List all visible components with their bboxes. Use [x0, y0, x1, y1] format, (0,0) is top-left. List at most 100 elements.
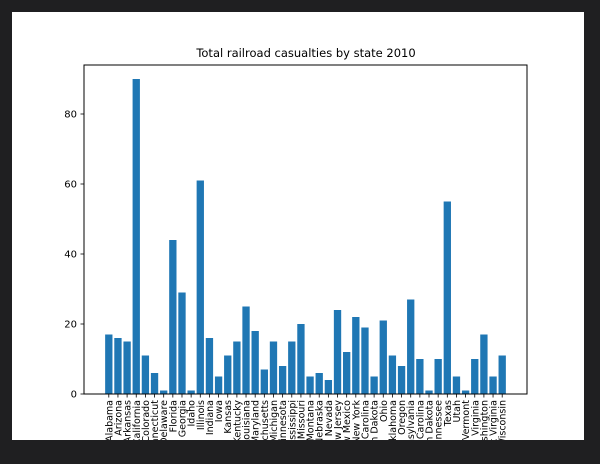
x-axis: AlabamaArizonaArkansasCaliforniaColorado… [104, 394, 509, 440]
x-tick-label: Missouri [296, 400, 307, 439]
bar-nebraska [315, 373, 323, 394]
x-tick-label: Arizona [113, 400, 124, 436]
bar-oklahoma [388, 355, 397, 394]
x-tick-label: West Virginia [489, 400, 500, 440]
x-tick-label: Utah [452, 400, 463, 423]
y-axis: 0 20 40 60 80 [64, 110, 84, 401]
x-tick-label: Mississippi [287, 400, 298, 440]
x-tick-label: Minnesota [278, 400, 289, 440]
bar-washington [480, 334, 488, 394]
x-tick-label: Arkansas [123, 400, 134, 440]
bar-mississippi [288, 341, 296, 394]
x-tick-label: North Carolina [360, 400, 371, 440]
x-tick-label: New Mexico [342, 400, 353, 440]
x-tick-label: Pennsylvania [406, 400, 417, 440]
bar-virginia [471, 359, 479, 394]
bar-georgia [178, 292, 186, 394]
x-tick-label: Indiana [205, 400, 216, 435]
x-tick-label: Oklahoma [388, 400, 399, 440]
y-tick-label: 20 [64, 320, 77, 331]
bar-missouri [297, 324, 305, 394]
bar-west-virginia [489, 376, 497, 394]
x-tick-label: Idaho [187, 400, 198, 427]
bar-florida [169, 240, 177, 394]
x-tick-label: Wisconsin [498, 400, 509, 440]
bar-connecticut [150, 373, 159, 394]
bar-indiana [205, 338, 214, 394]
x-tick-label: Georgia [177, 400, 188, 437]
bar-california [132, 79, 140, 394]
y-tick-label: 0 [71, 390, 77, 401]
bar-delaware [160, 390, 168, 394]
x-tick-label: Tennessee [434, 400, 445, 440]
x-tick-label: Nevada [324, 400, 335, 436]
bar-kentucky [233, 341, 241, 394]
bar-alabama [105, 334, 113, 394]
bar-iowa [214, 376, 223, 394]
x-tick-label: Florida [168, 400, 179, 432]
bar-texas [443, 201, 451, 394]
bar-montana [306, 376, 314, 394]
bar-arizona [114, 338, 122, 394]
bar-massachusetts [260, 369, 268, 394]
x-tick-label: Washington [479, 400, 490, 440]
x-tick-label: New Jersey [333, 400, 344, 440]
bar-ohio [379, 320, 387, 394]
bar-colorado [141, 355, 150, 394]
chart-title: Total railroad casualties by state 2010 [195, 46, 415, 60]
bar-wisconsin [498, 355, 506, 394]
x-tick-label: New York [351, 400, 362, 440]
bar-michigan [269, 341, 278, 394]
x-tick-label: Alabama [104, 400, 115, 440]
x-tick-label: Kansas [223, 400, 234, 434]
bar-vermont [461, 390, 470, 394]
x-tick-label: South Carolina [415, 400, 426, 440]
x-tick-label: Texas [443, 400, 454, 427]
bar-maryland [251, 331, 259, 394]
bar-new-mexico [343, 352, 351, 394]
x-tick-label: California [132, 400, 143, 440]
x-tick-label: North Dakota [370, 400, 381, 440]
x-tick-label: Connecticut [150, 400, 161, 440]
figure-canvas: Total railroad casualties by state 2010 … [12, 12, 584, 440]
x-tick-label: Colorado [141, 400, 152, 440]
bar-oregon [397, 366, 406, 394]
plot-area-frame [83, 64, 528, 395]
bar-chart: Total railroad casualties by state 2010 … [64, 46, 528, 440]
x-tick-label: Oregon [397, 400, 408, 435]
x-tick-label: Illinois [196, 400, 207, 430]
x-tick-label: Virginia [470, 400, 481, 436]
bar-north-carolina [361, 327, 369, 394]
x-tick-label: Iowa [214, 400, 225, 422]
x-tick-label: Delaware [159, 400, 170, 440]
bar-pennsylvania [407, 299, 415, 394]
x-tick-label: Maryland [251, 400, 262, 440]
y-tick-label: 60 [64, 180, 77, 191]
x-tick-label: Montana [306, 400, 317, 440]
y-tick-label: 80 [64, 110, 77, 121]
bar-arkansas [123, 341, 131, 394]
bar-south-dakota [425, 390, 433, 394]
x-tick-label: Louisiana [242, 400, 253, 440]
bar-north-dakota [370, 376, 378, 394]
bar-kansas [224, 355, 232, 394]
x-tick-label: Michigan [269, 400, 280, 440]
y-tick-label: 40 [64, 250, 77, 261]
bars-group [105, 79, 506, 394]
x-tick-label: Ohio [379, 400, 390, 422]
x-tick-label: Vermont [461, 400, 472, 440]
x-tick-label: South Dakota [425, 400, 436, 440]
bar-new-jersey [333, 310, 342, 394]
bar-louisiana [242, 306, 250, 394]
x-tick-label: Kentucky [232, 400, 243, 440]
bar-nevada [324, 380, 333, 394]
bar-tennessee [434, 359, 442, 394]
bar-south-carolina [416, 359, 424, 394]
x-tick-label: Nebraska [315, 400, 326, 440]
x-tick-label: Massachusetts [260, 400, 271, 440]
bar-utah [452, 376, 461, 394]
bar-idaho [187, 390, 195, 394]
bar-illinois [196, 180, 204, 394]
bar-minnesota [278, 366, 287, 394]
bar-new-york [352, 317, 360, 394]
